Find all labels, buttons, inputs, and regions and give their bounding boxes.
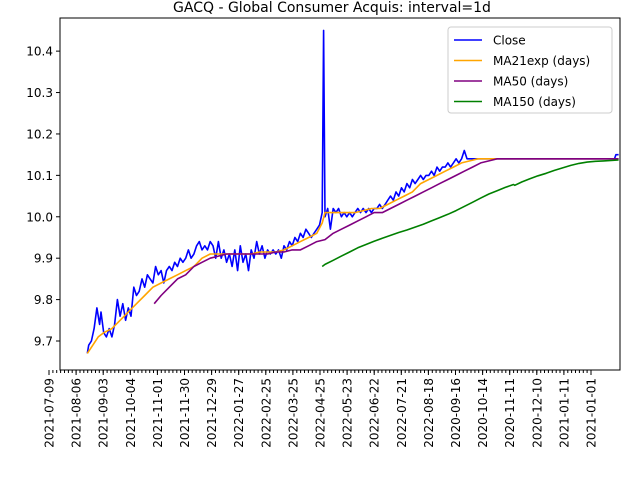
- x-tick-label: 2021-01-11: [557, 378, 571, 448]
- legend: Close MA21exp (days) MA50 (days) MA150 (day…: [447, 26, 613, 114]
- y-tick-label: 10.3: [26, 86, 53, 100]
- legend-label: Close: [493, 34, 526, 48]
- x-tick-label: 2022-05-23: [341, 378, 355, 448]
- x-tick-label: 2020-09-16: [449, 378, 463, 448]
- y-tick-label: 10.2: [26, 127, 53, 141]
- y-tick-label: 9.8: [34, 293, 53, 307]
- x-tick-label: 2022-04-25: [314, 378, 328, 448]
- x-tick-label: 2022-06-22: [368, 378, 382, 448]
- y-tick-label: 10.4: [26, 45, 53, 59]
- series-line-3: [321, 159, 619, 268]
- x-tick-label: 2022-01-27: [232, 378, 246, 448]
- legend-box: [447, 26, 613, 114]
- x-axis: 2021-07-09 2021-08-06 2021-09-03 2021-10-04…: [43, 370, 599, 448]
- x-tick-label: 2020-12-10: [530, 378, 544, 448]
- series-layer: [86, 29, 619, 354]
- y-axis: 9.7 9.8 9.9 10.0 10.1 10.2 10.3 10.4: [26, 45, 60, 349]
- x-tick-label: 2021-11-30: [178, 378, 192, 448]
- legend-label: MA50 (days): [493, 75, 568, 89]
- y-tick-label: 10.0: [26, 210, 53, 224]
- legend-label: MA21exp (days): [493, 54, 590, 68]
- x-tick-label: 2021-01-01: [585, 378, 599, 448]
- x-tick-label: 2021-12-29: [205, 378, 219, 448]
- x-tick-label: 2022-07-21: [395, 378, 409, 448]
- chart-title: GACQ - Global Consumer Acquis: interval=…: [173, 0, 491, 16]
- series-line-1: [86, 158, 619, 354]
- x-tick-label: 2021-08-06: [70, 378, 84, 448]
- x-tick-label: 2021-10-04: [124, 378, 138, 448]
- x-tick-label: 2020-10-14: [476, 378, 490, 448]
- x-tick-label: 2021-11-01: [151, 378, 165, 448]
- x-tick-label: 2020-11-11: [503, 378, 517, 448]
- x-tick-label: 2021-09-03: [97, 378, 111, 448]
- y-tick-label: 9.9: [34, 252, 53, 266]
- x-tick-label: 2021-07-09: [43, 378, 57, 448]
- y-tick-label: 9.7: [34, 335, 53, 349]
- x-tick-label: 2022-08-18: [422, 378, 436, 448]
- x-tick-label: 2022-03-25: [286, 378, 300, 448]
- y-tick-label: 10.1: [26, 169, 53, 183]
- series-line-2: [153, 158, 619, 305]
- legend-label: MA150 (days): [493, 95, 576, 109]
- x-tick-label: 2022-02-25: [259, 378, 273, 448]
- series-line-0: [86, 29, 619, 354]
- plot-frame: [59, 17, 621, 371]
